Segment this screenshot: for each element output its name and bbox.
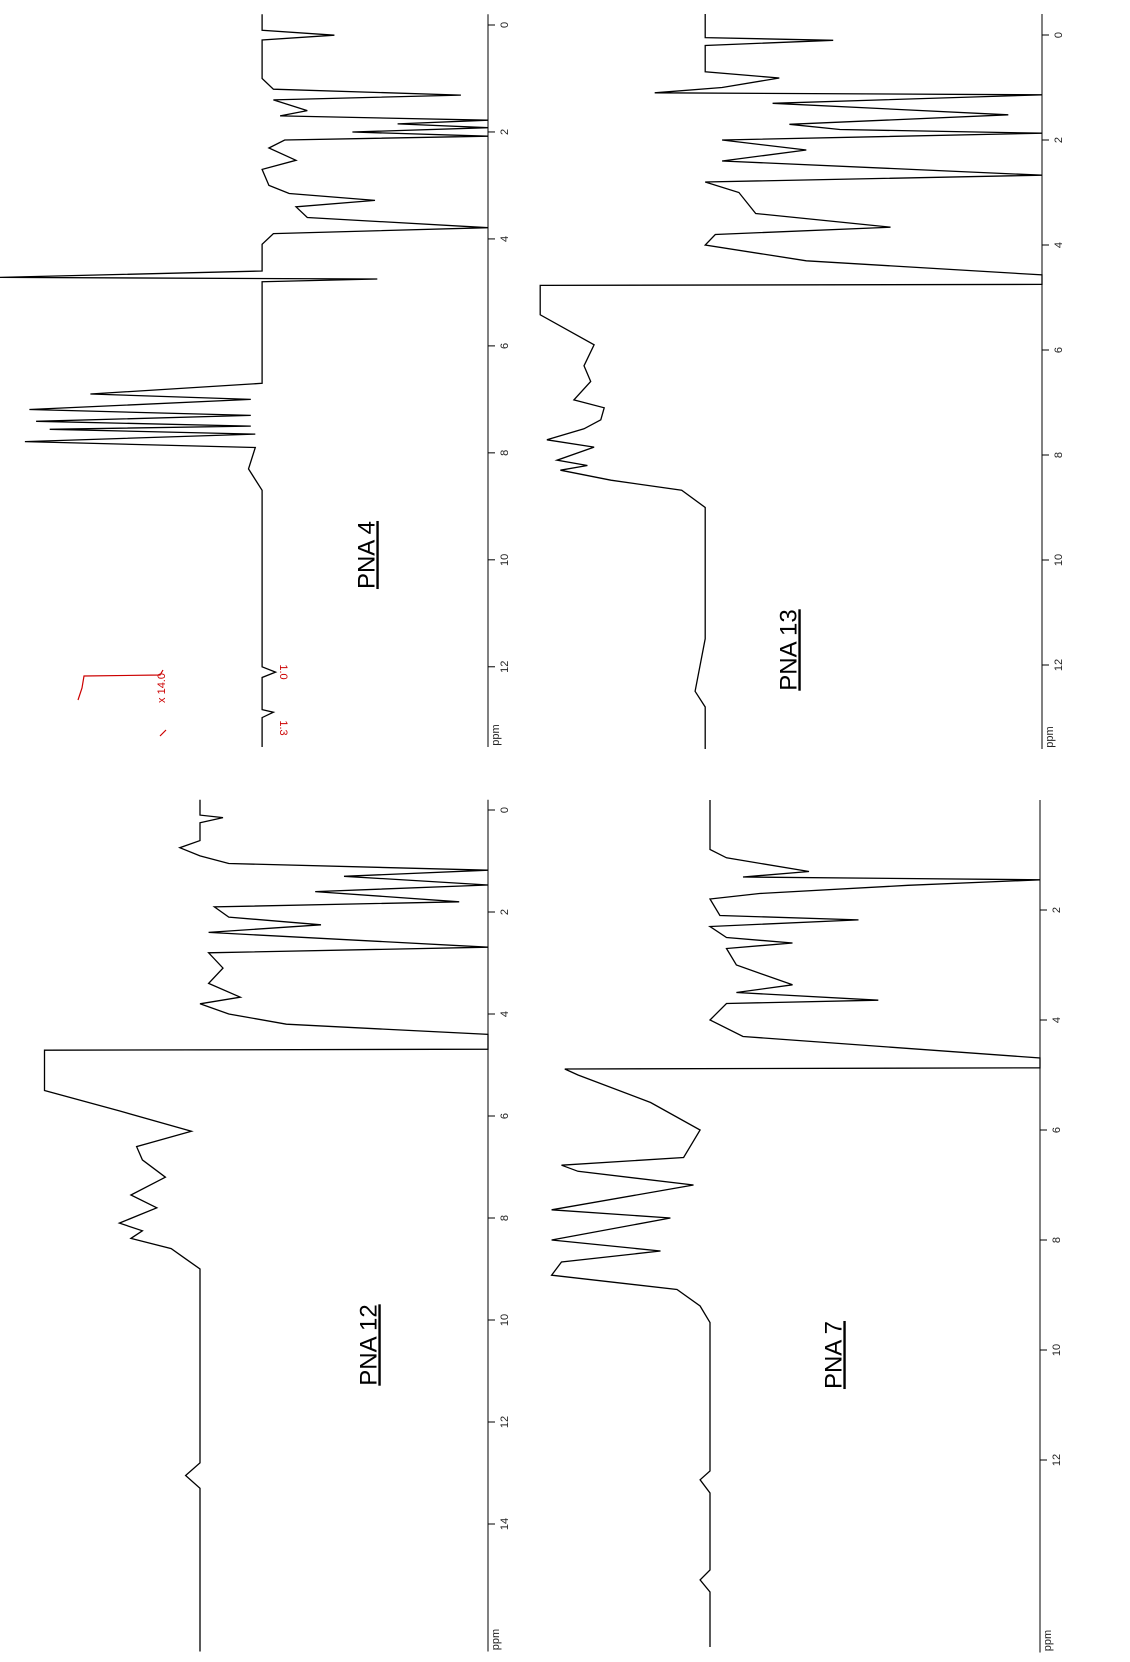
- x-tick-label: 2: [1051, 907, 1063, 913]
- spectrum-line: [550, 800, 1041, 1647]
- spectrum-line: [539, 14, 1043, 749]
- integral-label: 1.3: [277, 720, 289, 735]
- x-tick-label: 8: [1053, 452, 1065, 458]
- x-tick-label: 0: [1053, 32, 1065, 38]
- x-tick-label: 12: [1053, 659, 1065, 671]
- x-tick-label: 4: [1053, 242, 1065, 248]
- x-tick-label: 4: [499, 1011, 511, 1017]
- x-tick-label: 6: [1053, 347, 1065, 353]
- panel-title: PNA 7: [820, 1321, 847, 1389]
- x-tick-label: 10: [499, 1314, 511, 1326]
- integral-label: x 14.0: [156, 673, 168, 703]
- x-tick-label: 10: [499, 554, 511, 566]
- spectrum-line: [43, 799, 489, 1652]
- x-axis-label: ppm: [490, 1629, 502, 1650]
- x-tick-label: 8: [1051, 1237, 1063, 1243]
- spectrum-line: [0, 14, 489, 747]
- x-tick-label: 10: [1051, 1344, 1063, 1356]
- x-tick-label: 4: [499, 236, 511, 242]
- x-tick-label: 6: [499, 1113, 511, 1119]
- x-tick-label: 8: [499, 1215, 511, 1221]
- integral-curve: [77, 669, 164, 701]
- x-tick-label: 6: [499, 343, 511, 349]
- panel-title: PNA 13: [775, 609, 802, 690]
- integral-curve: [159, 729, 167, 737]
- x-tick-label: 0: [499, 807, 511, 813]
- x-tick-label: 2: [1053, 137, 1065, 143]
- x-axis-label: ppm: [1042, 1630, 1054, 1651]
- x-tick-label: 2: [499, 909, 511, 915]
- x-tick-label: 12: [1051, 1454, 1063, 1466]
- x-tick-label: 8: [499, 450, 511, 456]
- panel-title: PNA 4: [353, 521, 380, 589]
- x-tick-label: 6: [1051, 1127, 1063, 1133]
- x-axis-label: ppm: [1044, 726, 1056, 747]
- panel-title: PNA 12: [355, 1304, 382, 1385]
- x-tick-label: 10: [1053, 554, 1065, 566]
- x-tick-label: 14: [499, 1518, 511, 1530]
- x-axis-label: ppm: [490, 724, 502, 745]
- x-tick-label: 12: [499, 1416, 511, 1428]
- x-tick-label: 2: [499, 129, 511, 135]
- x-tick-label: 12: [499, 661, 511, 673]
- x-tick-label: 4: [1051, 1017, 1063, 1023]
- x-tick-label: 0: [499, 22, 511, 28]
- integral-label: 1.0: [277, 664, 289, 679]
